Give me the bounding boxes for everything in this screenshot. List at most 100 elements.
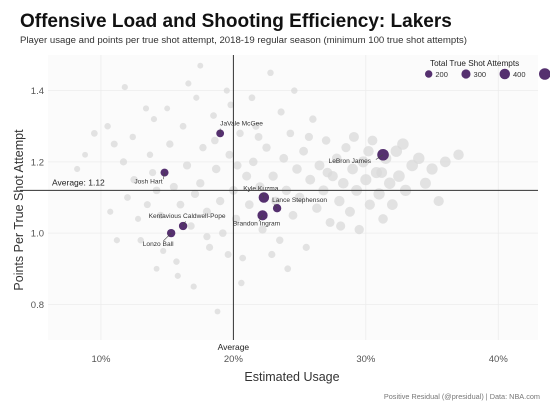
background-point [121,83,128,91]
background-point [215,196,225,206]
background-point [334,195,345,207]
background-point [268,171,278,181]
background-point [393,170,405,182]
background-point [248,94,256,102]
legend-label: 300 [474,70,487,79]
background-point [190,283,197,290]
background-point [277,108,285,116]
background-point [244,200,254,209]
x-axis-title: Estimated Usage [244,370,339,384]
background-point [347,163,358,175]
background-point [187,222,195,230]
legend-label: 400 [513,70,526,79]
background-point [74,165,81,173]
label-leader [182,221,186,227]
label-leader [273,204,278,209]
background-point [299,146,309,156]
background-point [314,160,325,171]
tick-labels: 10% 20% 30% 40% 0.8 1.0 1.2 1.4 [31,86,509,365]
legend-marker [539,68,550,80]
background-point [190,189,200,199]
background-point [276,236,284,244]
background-point [137,237,144,244]
background-point [210,112,217,119]
background-point [413,152,425,165]
background-point [113,237,120,244]
label-leader [163,172,165,180]
background-point [143,201,151,209]
background-point [294,192,305,203]
background-point [130,175,138,184]
highlighted-points: LeBron James JaVale McGee Josh Hart Kyle Ku… [134,120,389,248]
point-label: Lance Stephenson [272,197,327,204]
background-point [119,158,128,166]
background-point [176,200,185,209]
y-tick-label: 1.2 [31,157,44,168]
background-point [202,207,212,216]
background-point [82,151,89,158]
point-label: JaVale McGee [220,120,263,127]
legend-marker [499,68,511,80]
background-point [336,221,346,231]
background-point [156,211,165,219]
background-point [236,129,244,138]
x-tick-label: 30% [356,354,376,365]
background-point [227,101,235,109]
background-point [378,214,388,224]
background-point [373,188,385,200]
background-point [376,167,388,178]
background-point [354,224,364,235]
background-point [321,136,331,145]
chart-title: Offensive Load and Shooting Efficiency: … [20,11,452,32]
legend-title: Total True Shot Attempts [430,59,519,68]
background-point [211,164,221,174]
background-point [179,122,187,130]
point-label: Brandon Ingram [233,220,281,227]
background-point [348,131,359,142]
point-label: Josh Hart [134,179,162,186]
background-point [267,69,274,77]
background-point [309,115,317,123]
background-point [383,177,396,189]
background-point [439,156,451,168]
legend: 200300400500 [425,68,550,80]
background-point [196,179,205,188]
chart-caption: Positive Residual (@presidual) | Data: N… [384,392,540,401]
background-point [426,163,438,175]
background-point [104,123,111,130]
background-point [149,168,157,177]
y-average-label: Average: 1.12 [52,177,105,187]
point-label: Kentavious Caldwell-Pope [149,213,226,220]
background-point [453,149,464,160]
reference-lines: Average Average: 1.12 [20,55,538,352]
background-point [322,167,333,178]
x-tick-label: 10% [91,354,111,365]
background-point [304,132,313,142]
background-point [284,265,292,273]
background-point [107,208,114,215]
x-average-label: Average [218,342,250,352]
background-point [242,171,252,181]
x-tick-label: 20% [224,354,244,365]
background-point [433,195,444,207]
background-point [367,135,378,146]
background-point [312,203,322,213]
background-point [252,122,260,130]
legend-label: 200 [435,70,448,79]
background-point [173,258,180,265]
background-point [239,254,247,262]
background-point [360,174,372,186]
background-point [164,105,171,112]
background-point [211,136,219,145]
chart-subtitle: Player usage and points per true shot at… [20,35,467,46]
background-point [169,182,178,191]
background-point [331,153,342,164]
background-point [262,143,271,152]
background-point [153,265,160,272]
background-point [268,250,276,259]
background-point [288,210,298,220]
background-point [160,247,167,255]
background-point [292,164,302,174]
